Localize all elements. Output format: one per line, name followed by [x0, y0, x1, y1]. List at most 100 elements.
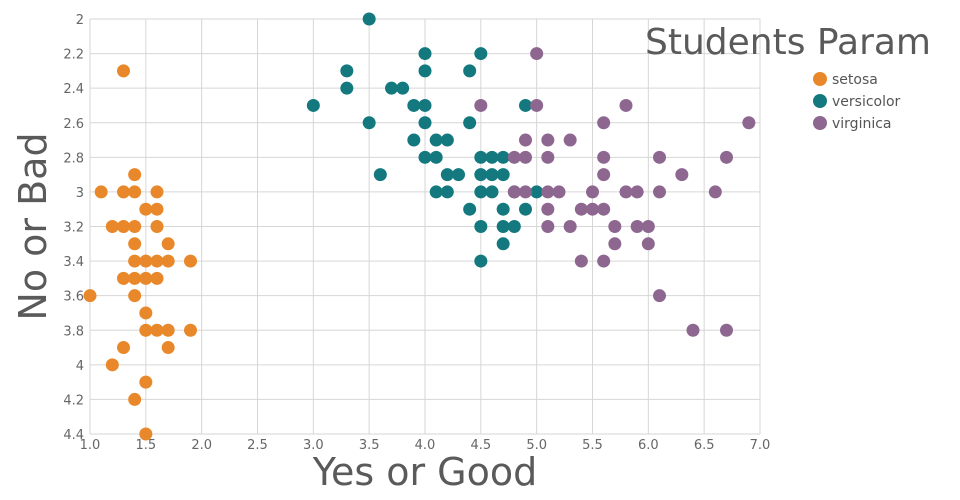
data-point-virginica: [474, 98, 488, 112]
data-point-virginica: [742, 116, 756, 130]
x-tick-label: 6.0: [638, 438, 659, 453]
data-point-versicolor: [440, 185, 454, 199]
data-point-virginica: [597, 254, 611, 268]
data-point-versicolor: [396, 81, 410, 95]
data-point-virginica: [597, 150, 611, 164]
x-tick-label: 7.0: [750, 438, 771, 453]
data-point-setosa: [128, 254, 142, 268]
x-tick-label: 6.5: [694, 438, 715, 453]
data-point-setosa: [128, 168, 142, 182]
data-point-virginica: [519, 185, 532, 199]
data-point-virginica: [630, 185, 644, 199]
data-point-versicolor: [530, 185, 544, 199]
y-tick-label: 2.8: [63, 151, 84, 166]
legend-label-setosa: setosa: [832, 72, 878, 88]
chart-title: Students Param: [645, 22, 931, 63]
data-point-virginica: [541, 185, 555, 199]
x-axis-title: Yes or Good: [312, 450, 537, 494]
x-tick-label: 3.0: [303, 438, 324, 453]
data-point-setosa: [139, 271, 153, 285]
data-point-versicolor: [463, 64, 477, 78]
y-tick-label: 3.2: [63, 221, 84, 236]
data-point-setosa: [117, 64, 130, 78]
data-point-versicolor: [507, 220, 521, 233]
data-point-versicolor: [385, 81, 398, 95]
legend-swatch-virginica: [813, 116, 827, 130]
data-point-virginica: [563, 220, 577, 233]
y-tick-label: 3.6: [63, 290, 84, 305]
data-point-setosa: [139, 202, 153, 216]
data-point-virginica: [630, 220, 644, 233]
data-point-setosa: [150, 271, 164, 285]
data-point-virginica: [586, 202, 599, 216]
data-point-versicolor: [407, 98, 421, 112]
data-point-versicolor: [474, 254, 488, 268]
data-point-versicolor: [452, 168, 465, 182]
y-tick-label: 2: [76, 13, 84, 28]
x-tick-label: 4.0: [415, 438, 436, 453]
data-point-virginica: [675, 168, 689, 182]
data-point-versicolor: [418, 47, 432, 61]
data-point-virginica: [619, 98, 633, 112]
data-point-virginica: [541, 133, 555, 147]
series-versicolor: [306, 12, 544, 268]
data-point-virginica: [686, 323, 700, 337]
data-point-setosa: [150, 202, 164, 216]
data-point-versicolor: [362, 12, 376, 26]
data-point-versicolor: [496, 237, 510, 251]
y-tick-label: 4: [76, 359, 84, 374]
data-point-virginica: [519, 150, 532, 164]
data-point-virginica: [507, 185, 521, 199]
data-point-versicolor: [362, 116, 376, 130]
data-point-setosa: [161, 341, 175, 355]
data-point-versicolor: [496, 202, 510, 216]
data-point-virginica: [597, 202, 611, 216]
data-point-virginica: [720, 150, 733, 164]
data-point-versicolor: [429, 133, 443, 147]
y-tick-label: 3.4: [63, 255, 84, 270]
data-point-versicolor: [474, 220, 488, 233]
data-point-virginica: [519, 133, 532, 147]
data-point-setosa: [128, 220, 142, 233]
data-point-versicolor: [519, 98, 532, 112]
x-tick-label: 2.5: [247, 438, 268, 453]
data-point-virginica: [641, 237, 655, 251]
data-point-virginica: [653, 150, 666, 164]
data-point-setosa: [161, 254, 175, 268]
data-point-setosa: [128, 237, 142, 251]
data-point-versicolor: [440, 168, 454, 182]
y-axis-ticks: 2 2.2 2.4 2.6 2.8 3 3.2 3.4 3.6 3.8 4 4.2 4.4: [63, 13, 84, 443]
data-point-setosa: [117, 271, 130, 285]
data-point-versicolor: [519, 202, 532, 216]
data-point-setosa: [150, 220, 164, 233]
data-point-virginica: [653, 185, 666, 199]
x-tick-label: 1.0: [80, 438, 101, 453]
data-point-versicolor: [474, 150, 488, 164]
x-tick-label: 3.5: [359, 438, 380, 453]
data-point-virginica: [507, 150, 521, 164]
data-point-versicolor: [418, 64, 432, 78]
data-point-versicolor: [440, 133, 454, 147]
data-point-setosa: [139, 254, 153, 268]
data-point-setosa: [139, 427, 153, 441]
data-point-versicolor: [429, 150, 443, 164]
series-virginica: [474, 47, 756, 337]
grid-lines: [89, 18, 761, 435]
data-point-versicolor: [429, 185, 443, 199]
legend-label-virginica: virginica: [832, 116, 892, 132]
data-point-virginica: [574, 202, 588, 216]
y-tick-label: 2.6: [63, 117, 84, 132]
data-point-versicolor: [485, 168, 499, 182]
data-point-setosa: [105, 220, 119, 233]
data-point-versicolor: [474, 185, 488, 199]
data-point-virginica: [708, 185, 722, 199]
data-point-virginica: [641, 220, 655, 233]
data-point-setosa: [128, 185, 142, 199]
x-tick-label: 5.0: [526, 438, 547, 453]
data-point-versicolor: [306, 98, 320, 112]
data-point-versicolor: [463, 202, 477, 216]
data-point-setosa: [139, 306, 153, 320]
data-point-versicolor: [474, 47, 488, 61]
data-point-setosa: [150, 323, 164, 337]
